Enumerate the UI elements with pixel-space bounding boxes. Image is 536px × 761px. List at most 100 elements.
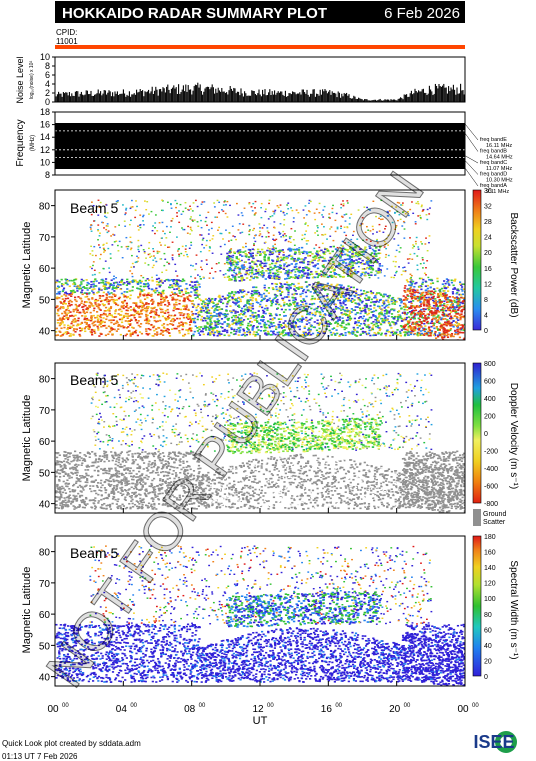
data-cell <box>77 317 80 320</box>
data-cell <box>249 324 253 326</box>
data-cell <box>80 300 84 302</box>
data-cell <box>382 319 385 321</box>
data-cell <box>113 299 116 302</box>
data-cell <box>252 229 254 232</box>
data-cell <box>411 247 414 249</box>
data-cell <box>367 312 371 315</box>
data-cell <box>391 205 393 208</box>
data-cell <box>283 218 286 221</box>
data-cell <box>435 327 438 330</box>
data-cell <box>167 246 169 248</box>
data-cell <box>212 332 215 334</box>
data-cell <box>433 302 436 305</box>
data-cell <box>409 237 411 239</box>
data-cell <box>296 276 299 279</box>
data-cell <box>61 312 64 315</box>
band-pointer <box>464 167 479 187</box>
data-cell <box>98 304 101 306</box>
data-cell <box>150 307 153 309</box>
data-cell <box>251 210 254 212</box>
data-cell <box>97 291 100 293</box>
data-cell <box>397 232 400 235</box>
data-cell <box>239 313 243 315</box>
data-cell <box>371 267 374 270</box>
data-cell <box>350 332 353 334</box>
data-cell <box>375 215 377 218</box>
data-cell <box>232 310 235 312</box>
data-cell <box>419 214 422 217</box>
data-cell <box>57 291 60 293</box>
data-cell <box>342 302 345 305</box>
data-cell <box>129 207 132 210</box>
data-cell <box>405 299 408 301</box>
data-cell <box>70 300 73 303</box>
data-cell <box>107 299 110 301</box>
data-cell <box>376 292 379 294</box>
data-cell <box>364 312 367 315</box>
data-cell <box>107 287 111 289</box>
data-cell <box>301 301 304 303</box>
data-cell <box>208 246 211 248</box>
data-cell <box>428 213 431 215</box>
data-cell <box>233 260 236 262</box>
data-cell <box>308 313 311 316</box>
data-cell <box>190 275 192 278</box>
data-cell <box>76 305 79 308</box>
data-cell <box>200 318 203 321</box>
data-cell <box>334 230 337 233</box>
data-cell <box>231 259 234 261</box>
data-cell <box>224 298 227 300</box>
data-cell <box>281 286 284 289</box>
data-cell <box>61 321 64 324</box>
data-cell <box>362 253 365 256</box>
data-cell <box>135 302 138 304</box>
data-cell <box>186 287 189 290</box>
data-cell <box>342 301 345 303</box>
data-cell <box>154 226 156 229</box>
data-cell <box>74 308 77 311</box>
data-cell <box>72 308 75 311</box>
data-cell <box>74 278 77 281</box>
data-cell <box>284 332 288 335</box>
data-cell <box>271 287 274 289</box>
data-cell <box>254 319 257 322</box>
data-cell <box>255 301 258 304</box>
data-cell <box>394 255 397 258</box>
data-cell <box>425 274 427 276</box>
data-cell <box>196 294 199 296</box>
data-cell <box>250 306 253 309</box>
data-cell <box>131 275 134 278</box>
data-cell <box>340 312 343 314</box>
data-cell <box>66 297 70 300</box>
data-cell <box>121 325 124 327</box>
data-cell <box>410 310 414 312</box>
data-cell <box>272 238 274 240</box>
data-cell <box>359 261 363 264</box>
data-cell <box>92 305 95 307</box>
data-cell <box>362 239 364 242</box>
data-cell <box>170 220 173 222</box>
data-cell <box>376 262 379 264</box>
data-cell <box>379 268 382 271</box>
data-cell <box>316 322 319 325</box>
data-cell <box>82 311 85 313</box>
data-cell <box>336 246 339 249</box>
data-cell <box>65 292 69 295</box>
data-cell <box>407 295 410 297</box>
data-cell <box>116 283 120 286</box>
data-cell <box>97 318 100 320</box>
data-cell <box>297 288 300 291</box>
data-cell <box>284 320 287 322</box>
data-cell <box>246 324 250 327</box>
data-cell <box>245 245 247 248</box>
data-cell <box>155 328 158 330</box>
data-cell <box>186 255 189 258</box>
data-cell <box>272 247 275 249</box>
data-cell <box>368 329 371 332</box>
data-cell <box>377 267 380 270</box>
data-cell <box>206 317 209 320</box>
data-cell <box>187 329 190 331</box>
data-cell <box>412 311 415 314</box>
data-cell <box>347 322 350 325</box>
data-cell <box>115 286 118 289</box>
